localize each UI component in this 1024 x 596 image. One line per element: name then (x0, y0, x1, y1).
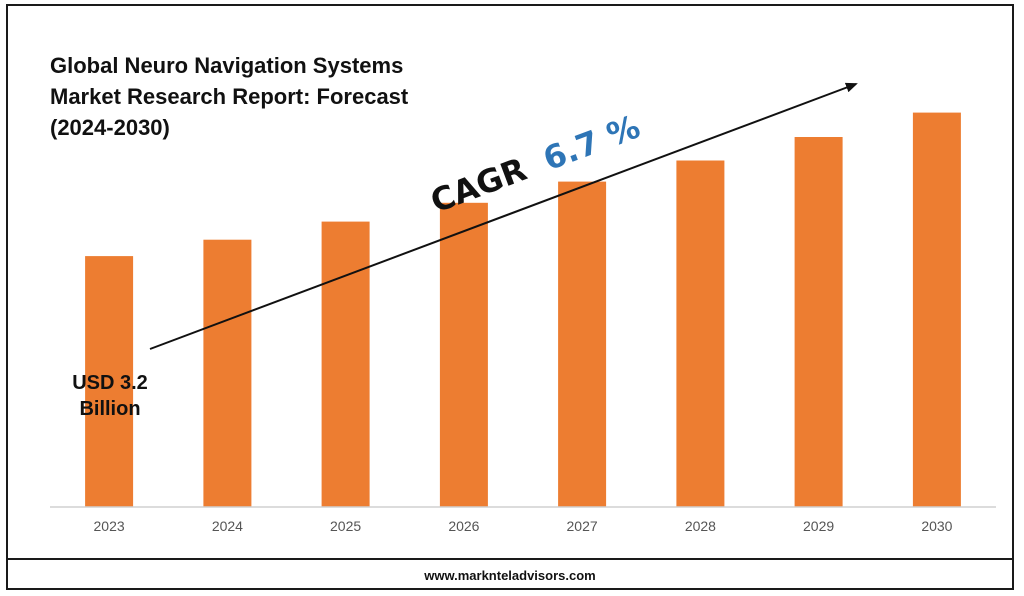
base-value-line-1: USD 3.2 (72, 372, 148, 394)
cagr-trend-arrow (149, 82, 858, 350)
chart-title: Global Neuro Navigation Systems Market R… (50, 53, 409, 140)
bar-2024 (203, 239, 252, 507)
x-tick-2028: 2028 (685, 518, 716, 534)
bar-2025 (321, 221, 370, 507)
bar-2028 (676, 160, 725, 507)
x-tick-2023: 2023 (94, 518, 125, 534)
cagr-value: 6.7 % (538, 107, 645, 178)
footer-divider (6, 558, 1014, 560)
x-tick-2030: 2030 (921, 518, 952, 534)
footer-website: www.marknteladvisors.com (424, 567, 596, 583)
x-tick-2025: 2025 (330, 518, 361, 534)
bar-2029 (794, 137, 843, 507)
bars-layer (85, 112, 961, 508)
x-tick-2024: 2024 (212, 518, 243, 534)
bar-2027 (558, 181, 607, 507)
bar-2030 (912, 112, 961, 507)
x-tick-2027: 2027 (567, 518, 598, 534)
base-value-line-2: Billion (79, 398, 140, 420)
x-tick-2029: 2029 (803, 518, 834, 534)
bar-2023 (85, 256, 134, 507)
bar-2026 (439, 202, 488, 508)
x-tick-labels: 2023 2024 2025 2026 2027 2028 2029 2030 (94, 518, 953, 534)
chart-frame (6, 4, 1014, 590)
x-tick-2026: 2026 (448, 518, 479, 534)
